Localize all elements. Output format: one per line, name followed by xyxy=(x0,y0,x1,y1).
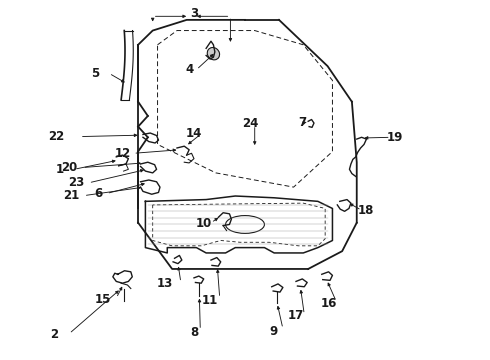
Text: 13: 13 xyxy=(157,278,173,291)
Text: 3: 3 xyxy=(190,7,198,20)
Text: 18: 18 xyxy=(357,204,374,217)
Text: 17: 17 xyxy=(288,310,304,323)
Text: 2: 2 xyxy=(50,328,59,341)
Text: 8: 8 xyxy=(190,326,198,339)
Text: 11: 11 xyxy=(202,294,218,307)
Text: 10: 10 xyxy=(196,217,212,230)
Text: 21: 21 xyxy=(63,189,79,202)
Text: 14: 14 xyxy=(186,126,202,140)
Text: 9: 9 xyxy=(269,325,277,338)
Text: 20: 20 xyxy=(61,161,77,174)
Text: 5: 5 xyxy=(91,67,99,80)
Text: 19: 19 xyxy=(387,131,403,144)
Text: 24: 24 xyxy=(242,117,258,130)
Text: 4: 4 xyxy=(185,63,193,76)
Text: 12: 12 xyxy=(115,147,131,160)
Text: 7: 7 xyxy=(298,116,306,129)
Text: 16: 16 xyxy=(320,297,337,310)
Ellipse shape xyxy=(207,48,220,60)
Text: 6: 6 xyxy=(94,187,102,200)
Text: 22: 22 xyxy=(49,130,65,143)
Text: 23: 23 xyxy=(68,176,84,189)
Text: 15: 15 xyxy=(95,293,111,306)
Text: 1: 1 xyxy=(55,163,64,176)
